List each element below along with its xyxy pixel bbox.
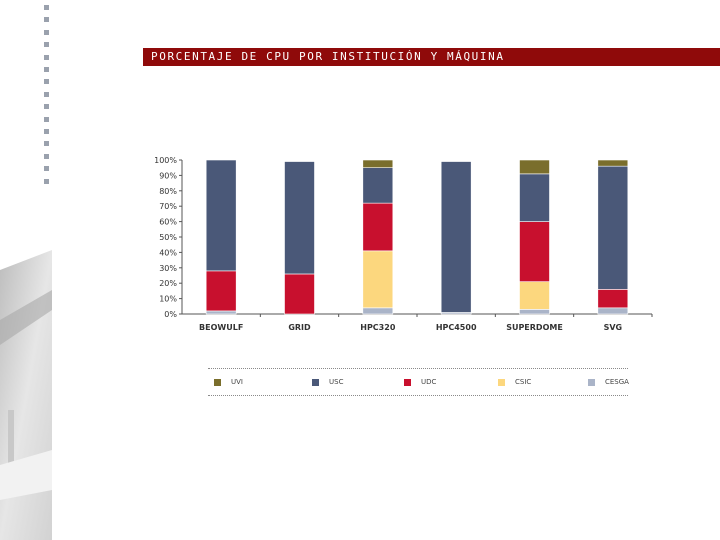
y-tick-label: 10% (159, 295, 177, 304)
bar-segment-cesga (362, 307, 394, 315)
x-category-label: HPC4500 (436, 323, 477, 332)
decorative-dot (44, 116, 49, 122)
legend-item: UDC (404, 377, 436, 387)
decorative-dot (44, 129, 49, 134)
bar-segment-usc (284, 161, 315, 275)
bar-segment-cesga (205, 310, 237, 315)
x-category-label: SVG (604, 323, 623, 332)
legend-label: CSIC (515, 378, 532, 386)
y-tick-label: 40% (159, 248, 177, 257)
y-tick-label: 0% (164, 310, 177, 319)
decorative-dot (44, 17, 49, 23)
y-tick-label: 80% (159, 187, 177, 196)
legend-item: USC (312, 377, 343, 387)
bar-segment-cesga (519, 309, 550, 315)
y-tick-label: 60% (159, 218, 177, 227)
chart-legend: UVI USC UDC CSIC CESGA (208, 368, 629, 396)
legend-item: UVI (214, 377, 243, 387)
bar-segment-usc (205, 159, 237, 272)
bar-segment-usc (519, 173, 550, 222)
x-category-label: GRID (288, 323, 311, 332)
legend-swatch (498, 378, 505, 386)
decorative-dot (44, 5, 49, 10)
decorative-dot-column (44, 0, 50, 200)
bar-segment-usc (362, 167, 394, 204)
y-tick-label: 70% (159, 202, 177, 211)
y-tick-label: 100% (154, 156, 177, 165)
bar-segment-usc (597, 165, 629, 290)
decorative-dot (44, 67, 49, 72)
bar-segment-usc (440, 161, 472, 313)
decorative-dot (44, 104, 49, 110)
stacked-bar-chart: 0% 10% 20% 30% 40% 50% 60% 70% 80% 90% 100% BEOWULF… (154, 156, 653, 332)
legend-swatch (312, 378, 319, 386)
decorative-dot (44, 178, 49, 184)
bar-segment-uvi (519, 159, 550, 175)
legend-label: CESGA (605, 378, 629, 386)
legend-swatch (404, 378, 411, 386)
y-tick-label: 90% (159, 171, 177, 180)
bar-segment-udc (362, 202, 394, 252)
bar-segment-udc (519, 221, 550, 282)
x-category-label: BEOWULF (199, 323, 243, 332)
legend-item: CSIC (498, 377, 531, 387)
decorative-dot (44, 153, 49, 159)
bar-segment-uvi (597, 159, 629, 167)
bar-segment-udc (284, 273, 315, 315)
decorative-dot (44, 54, 49, 60)
y-tick-label: 50% (159, 233, 177, 242)
x-category-label: HPC320 (360, 323, 396, 332)
legend-swatch (214, 378, 221, 386)
x-category-label: SUPERDOME (506, 323, 563, 332)
slide-title-bar: PORCENTAJE DE CPU POR INSTITUCIÓN Y MÁQU… (143, 48, 720, 66)
decorative-dot (44, 79, 49, 85)
slide-title: PORCENTAJE DE CPU POR INSTITUCIÓN Y MÁQU… (151, 50, 505, 63)
bar-segment-csic (362, 250, 394, 309)
y-tick-label: 30% (159, 264, 177, 273)
decorative-dot (44, 141, 49, 147)
legend-label: USC (329, 378, 344, 386)
decorative-dot (44, 166, 49, 172)
y-tick-label: 20% (159, 279, 177, 288)
bar-segment-uvi (362, 159, 394, 168)
decorative-dot (44, 29, 49, 35)
legend-item: CESGA (588, 377, 629, 387)
decorative-dot (44, 42, 49, 48)
bar-segment-udc (597, 289, 629, 309)
legend-label: UDC (421, 378, 437, 386)
legend-label: UVI (231, 378, 243, 386)
decorative-background-image (0, 250, 52, 540)
decorative-dot (44, 91, 49, 97)
legend-swatch (588, 378, 595, 386)
bar-segment-cesga (597, 307, 629, 315)
bar-segment-csic (519, 281, 550, 310)
bar-segment-udc (205, 270, 237, 312)
